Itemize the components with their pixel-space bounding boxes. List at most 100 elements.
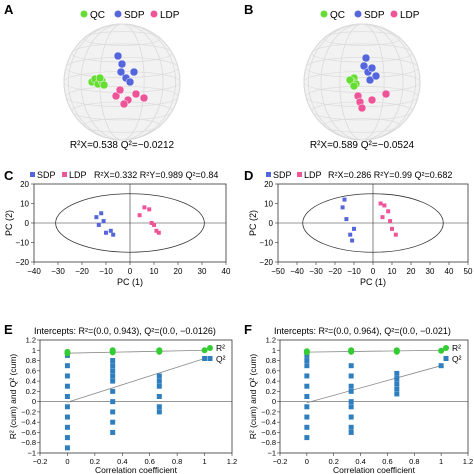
q2-point (394, 391, 400, 397)
y-tick-label: −0.2 (261, 407, 276, 416)
legend-qc-marker (320, 10, 328, 18)
y-tick-label: 1.2 (266, 336, 276, 345)
x-tick-label: 40 (445, 267, 454, 276)
y-tick-label: −20 (15, 258, 29, 267)
panel-a-legend: QC SDP LDP (80, 10, 180, 21)
panel-letter-a: A (4, 2, 14, 17)
q2-point (348, 424, 354, 430)
legend-qc-marker (80, 10, 88, 18)
panel-c-score-plot: −40 −30 −20 −10 0 10 20 30 40 −20 −10 0 10 20 PC (1) PC… (4, 180, 231, 287)
y-tick-label: 10 (264, 200, 273, 209)
q2-point (64, 404, 70, 410)
legend-r2-label: R² (216, 343, 225, 353)
x-tick-label: −40 (290, 267, 304, 276)
y-tick-label: 20 (264, 180, 273, 189)
panel-letter-c: C (4, 168, 14, 183)
score-point-sdp (117, 59, 127, 69)
x-tick-label: −0.2 (273, 457, 288, 466)
legend-q2-marker (207, 356, 213, 361)
panel-letter-b: B (244, 2, 253, 17)
q2-point (110, 363, 116, 369)
x-tick-label: −10 (99, 267, 113, 276)
panel-e-intercepts: Intercepts: R²=(0.0, 0.943), Q²=(0.0, −0… (34, 326, 216, 336)
score-point-sdp (359, 61, 369, 71)
legend-r2-marker (207, 345, 213, 351)
score-point-qc (349, 81, 359, 91)
sphere-grid-line (339, 23, 385, 141)
q2-point (156, 373, 162, 379)
x-tick-label: 1 (439, 457, 443, 466)
x-tick-label: 20 (174, 267, 183, 276)
q2-point (394, 381, 400, 387)
y-tick-label: −0.8 (261, 438, 276, 447)
score-point-ldp (156, 230, 161, 235)
score-point-sdp (96, 222, 101, 227)
x-tick-label: −30 (309, 267, 323, 276)
q2-point (64, 445, 70, 451)
q2-point (394, 386, 400, 392)
q2-point (438, 363, 444, 369)
x-tick-label: 1 (202, 457, 206, 466)
hotelling-ellipse (55, 193, 205, 253)
q2-point (110, 429, 116, 435)
y-tick-label: 0 (25, 219, 30, 228)
panel-e-permutation-plot: −0.2 0 0.2 0.4 0.6 0.8 1 1.2−1−0.8−0.6−0.4−0.20… (8, 336, 237, 474)
legend-sdp-marker (354, 10, 362, 18)
q2-point (304, 424, 310, 430)
score-point-ldp (137, 213, 142, 218)
q2-point (64, 363, 70, 369)
panel-c-header: SDP LDP R²X=0.332 R²Y=0.989 Q²=0.84 (30, 170, 218, 180)
x-tick-label: 10 (150, 267, 159, 276)
y-tick-label: 1 (32, 346, 36, 355)
score-point-ldp (154, 228, 159, 233)
y-tick-label: 10 (20, 200, 29, 209)
y-tick-label: −0.2 (21, 407, 36, 416)
score-point-sdp (350, 238, 355, 243)
score-point-sdp (108, 228, 113, 233)
q2-point (348, 388, 354, 394)
legend-r2-label: R² (452, 343, 461, 353)
panel-b-stats: R²X=0.589 Q²=−0.0524 (310, 140, 415, 151)
legend-q2-marker (443, 356, 449, 361)
score-point-ldp (142, 205, 147, 210)
r2-point (109, 347, 116, 354)
q2-point (348, 404, 354, 410)
q2-point (304, 373, 310, 379)
y-axis-label: R² (cum) and Q² (cum) (8, 354, 18, 440)
y-tick-label: 0.8 (266, 356, 276, 365)
plot-frame (39, 339, 233, 454)
y-axis-label: PC (2) (248, 210, 258, 236)
panel-f-permutation-plot: −0.2 0 0.2 0.4 0.6 0.8 1 1.2−1−0.8−0.6−0.4−0.20… (248, 336, 473, 474)
score-point-sdp (342, 197, 347, 202)
score-point-qc (95, 73, 105, 83)
score-point-sdp (340, 205, 345, 210)
legend-q2-label: Q² (452, 354, 462, 364)
sphere-outline (63, 23, 181, 141)
y-tick-label: −10 (259, 239, 273, 248)
legend-sdp-marker (266, 172, 271, 177)
y-tick-label: 1 (272, 346, 276, 355)
legend-r2-marker (443, 345, 449, 351)
q2-point (64, 414, 70, 420)
score-point-ldp (382, 203, 387, 208)
y-tick-label: 0.8 (26, 356, 36, 365)
y-tick-label: 0.6 (266, 366, 276, 375)
q2-point (110, 368, 116, 374)
score-point-ldp (152, 222, 156, 227)
panel-b-3d-sphere (303, 23, 421, 141)
r2-regression-line (67, 349, 205, 354)
q2-point (110, 409, 116, 415)
r2-point (156, 347, 163, 354)
y-tick-label: 0 (272, 397, 276, 406)
q2-point (304, 352, 310, 358)
x-tick-label: 10 (388, 267, 397, 276)
q2-point (110, 419, 116, 425)
x-tick-label: 40 (222, 267, 231, 276)
score-point-qc (345, 75, 355, 85)
score-point-sdp (367, 63, 377, 73)
x-tick-label: 0.4 (117, 457, 127, 466)
q2-point (304, 358, 310, 364)
x-tick-label: 0 (65, 457, 69, 466)
score-point-sdp (129, 67, 139, 77)
